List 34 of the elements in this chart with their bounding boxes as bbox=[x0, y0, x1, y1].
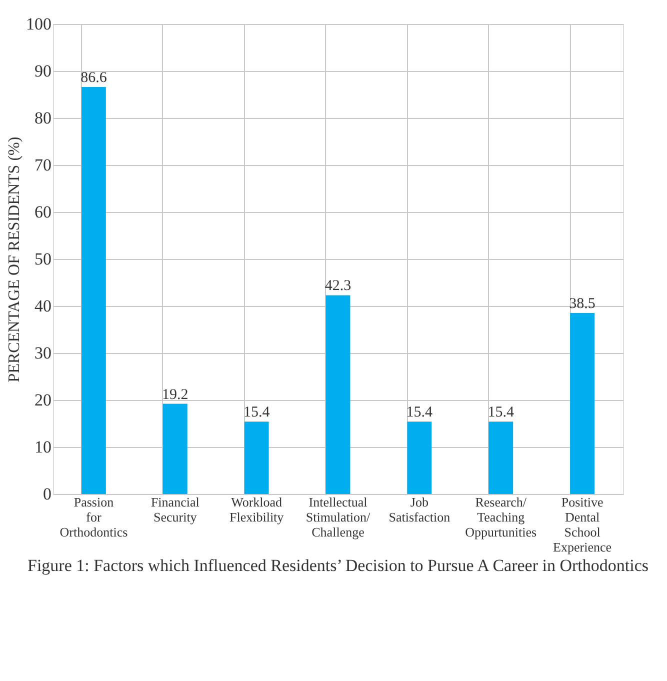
data-label: 86.6 bbox=[80, 70, 108, 86]
x-tick-label: Financial Security bbox=[150, 494, 200, 524]
bar bbox=[326, 295, 350, 494]
data-label: 15.4 bbox=[243, 404, 270, 421]
y-tick-label: 60 bbox=[34, 202, 52, 222]
y-tick-label: 10 bbox=[34, 438, 52, 456]
data-label: 38.5 bbox=[569, 296, 596, 312]
data-label: 15.4 bbox=[488, 404, 514, 421]
x-tick-label: Intellectual Stimulation/ Challenge bbox=[306, 494, 371, 540]
y-tick-label: 90 bbox=[34, 62, 52, 80]
data-label: 19.2 bbox=[162, 386, 188, 403]
x-tick-label: Passion for Orthodontics bbox=[60, 494, 128, 540]
x-tick-label: Job Satisfaction bbox=[388, 494, 451, 524]
y-tick-label: 20 bbox=[34, 390, 52, 410]
y-tick-label: 50 bbox=[34, 250, 52, 268]
y-tick-label: 100 bbox=[26, 14, 52, 34]
x-tick-label: Positive Dental School Experience bbox=[553, 494, 612, 554]
data-label: 42.3 bbox=[324, 278, 352, 294]
y-tick-label: 30 bbox=[34, 344, 52, 362]
y-tick-label: 0 bbox=[43, 484, 52, 504]
y-tick-label: 40 bbox=[34, 296, 52, 316]
bar bbox=[488, 422, 514, 494]
x-tick-label: Research/ Teaching Oppurtunities bbox=[465, 494, 537, 540]
data-label: 15.4 bbox=[406, 404, 434, 421]
bar bbox=[244, 422, 269, 494]
bar bbox=[407, 422, 432, 494]
y-tick-label: 80 bbox=[34, 108, 52, 128]
text: Figure 1: Factors which Influenced Residents’ Decision to Pursue A Career in Orthodontics bbox=[27, 556, 649, 575]
y-tick-label: 70 bbox=[34, 156, 52, 174]
bar bbox=[162, 404, 188, 494]
bar bbox=[570, 313, 594, 494]
bar bbox=[82, 86, 106, 494]
x-tick-label: Workload Flexibility bbox=[229, 494, 284, 524]
y-axis-title: PERCENTAGE OF RESIDENTS (%) bbox=[6, 136, 23, 382]
